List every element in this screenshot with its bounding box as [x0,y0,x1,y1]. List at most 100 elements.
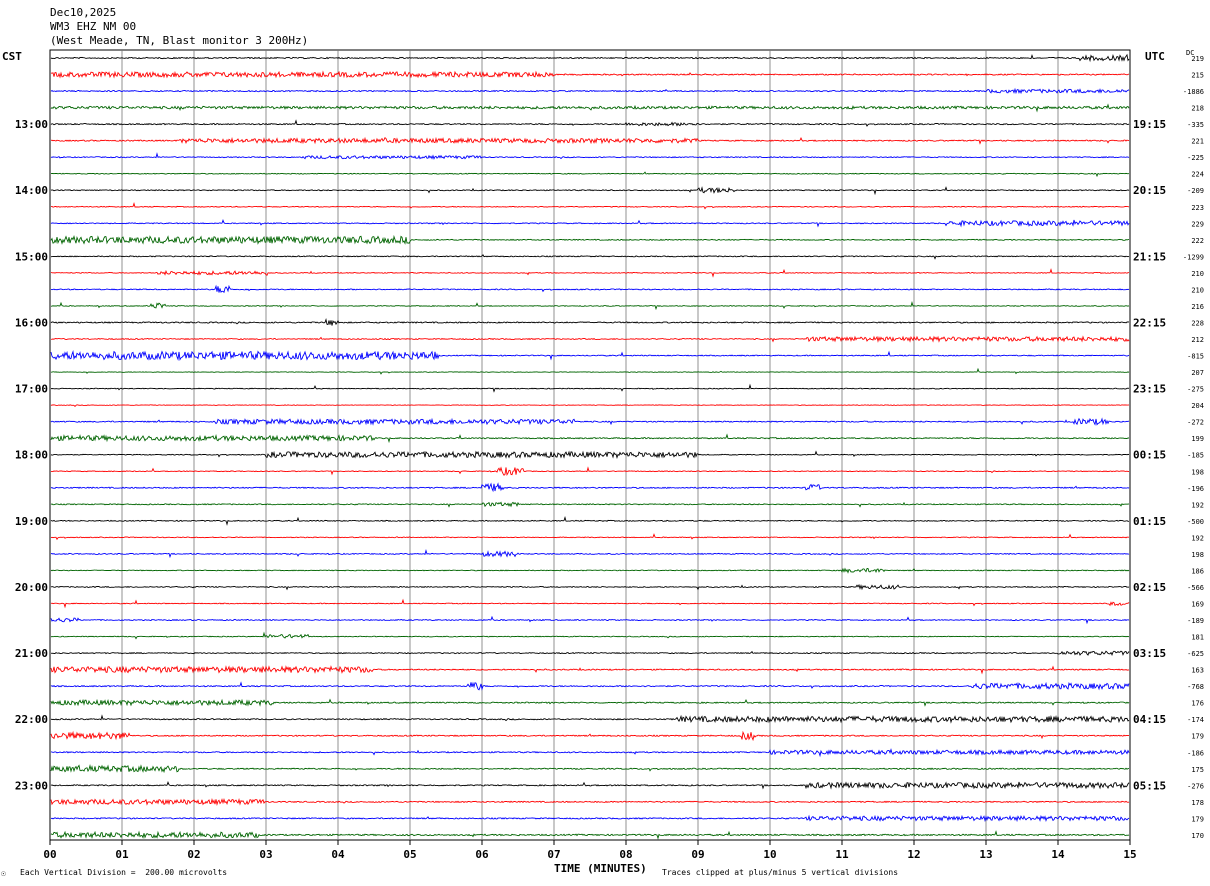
utc-hour-label: 21:15 [1133,250,1166,263]
dc-offset-value: 216 [1191,303,1204,311]
trace-row [50,404,1130,408]
utc-hour-label: 02:15 [1133,581,1166,594]
trace-row [50,70,1130,79]
trace-row [50,268,1130,278]
cst-hour-label: 19:00 [15,515,48,528]
dc-offset-value: 228 [1191,319,1204,327]
x-axis-title: TIME (MINUTES) [554,862,647,875]
dc-offset-value: 221 [1191,138,1204,146]
trace-row [50,698,1130,707]
trace-row [51,300,1130,311]
cst-hour-label: 16:00 [15,316,48,329]
dc-offset-value: -185 [1187,452,1204,460]
utc-hour-label: 23:15 [1133,383,1166,396]
x-tick-label: 06 [475,848,489,861]
clip-note: Traces clipped at plus/minus 5 vertical … [662,868,899,877]
dc-offset-value: 181 [1191,634,1204,642]
trace-row [50,583,1130,591]
dc-offset-value: 204 [1191,402,1204,410]
trace-row [50,367,1130,375]
dc-offset-value: -275 [1187,386,1204,394]
utc-hour-label: 19:15 [1133,118,1166,131]
dc-offset-value: -186 [1187,749,1204,757]
cst-hour-label: 14:00 [15,184,48,197]
dc-offset-value: 192 [1191,501,1204,509]
utc-hour-label: 05:15 [1133,779,1166,792]
trace-row [50,284,1130,294]
dc-offset-value: -272 [1187,419,1204,427]
trace-row [50,450,1130,460]
dc-offset-value: -209 [1187,187,1204,195]
dc-offset-value: 199 [1191,435,1204,443]
x-tick-label: 10 [763,848,776,861]
trace-row [50,335,1130,343]
dc-offset-value: -815 [1187,353,1204,361]
dc-offset-value: -174 [1187,716,1204,724]
x-tick-label: 14 [1051,848,1065,861]
x-tick-label: 15 [1123,848,1136,861]
dc-offset-value: -196 [1187,485,1204,493]
trace-row [51,201,1130,210]
trace-row [50,482,1130,493]
trace-row [50,254,1130,260]
x-tick-label: 07 [547,848,560,861]
x-tick-label: 09 [691,848,704,861]
dc-offset-value: 224 [1191,171,1204,179]
trace-row [50,433,1129,444]
dc-offset-value: -500 [1187,518,1204,526]
x-tick-label: 04 [331,848,345,861]
trace-row [50,548,1130,559]
dc-offset-value: -225 [1187,154,1204,162]
x-tick-label: 12 [907,848,920,861]
plot-frame [49,49,1131,841]
station-description: (West Meade, TN, Blast monitor 3 200Hz) [50,34,309,47]
trace-row [50,781,1130,790]
corner-mark: ☉ [1,869,6,878]
dc-offset-value: 176 [1191,700,1204,708]
dc-offset-value: 175 [1191,766,1204,774]
dc-offset-value: 163 [1191,667,1204,675]
trace-row [50,631,1130,640]
dc-offset-value: 210 [1191,286,1204,294]
utc-hour-label: 22:15 [1133,316,1166,329]
trace-row [50,53,1130,63]
x-tick-label: 02 [187,848,200,861]
cst-hour-label: 22:00 [15,713,48,726]
x-tick-label: 05 [403,848,416,861]
dc-offset-value: -335 [1187,121,1204,129]
right-timezone-label: UTC [1145,50,1165,63]
dc-offset-value: -566 [1187,584,1204,592]
dc-offset-value: 169 [1191,600,1204,608]
dc-offset-value: 186 [1191,567,1204,575]
trace-row [50,466,1130,476]
dc-offset-value: -625 [1187,650,1204,658]
trace-row [50,830,1130,840]
trace-row [50,567,1130,574]
trace-row [50,317,1130,326]
dc-offset-value: 198 [1191,468,1204,476]
dc-offset-value: 178 [1191,799,1204,807]
cst-hour-label: 21:00 [15,647,48,660]
dc-offset-value: 218 [1191,105,1204,113]
left-timezone-label: CST [2,50,22,63]
trace-row [50,136,1129,145]
dc-offset-value: -1886 [1183,88,1204,96]
trace-row [50,515,1129,526]
utc-hour-label: 20:15 [1133,184,1166,197]
trace-row [50,152,1130,160]
dc-offset-value: 219 [1191,55,1204,63]
trace-row [50,87,1130,95]
trace-row [50,665,1130,675]
dc-offset-value: -189 [1187,617,1204,625]
dc-offset-value: 179 [1191,733,1204,741]
utc-hour-label: 01:15 [1133,515,1166,528]
dc-offset-value: 170 [1191,832,1204,840]
utc-hour-label: 03:15 [1133,647,1166,660]
dc-offset-value: 198 [1191,551,1204,559]
trace-row [50,748,1130,758]
station-code: WM3 EHZ NM 00 [50,20,137,33]
dc-offset-value: -1299 [1183,253,1204,261]
trace-row [50,171,1130,178]
trace-row [50,764,1129,774]
